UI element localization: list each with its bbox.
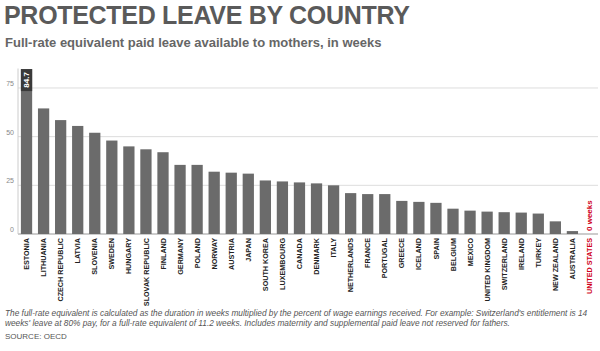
x-tick-label: PORTUGAL (380, 237, 389, 278)
bar (157, 152, 168, 234)
bar (345, 193, 356, 234)
bar (72, 126, 83, 234)
bar (311, 183, 322, 234)
x-tick-label: SLOVENIA (90, 238, 99, 275)
x-tick-label: SLOVAK REPUBLIC (142, 238, 151, 306)
label-box (21, 69, 32, 91)
y-axis-line (18, 69, 19, 235)
x-tick-label: UNITED KINGDOM (483, 238, 492, 302)
bar (516, 213, 527, 234)
x-tick-label: ICELAND (414, 238, 423, 270)
bar (481, 212, 492, 234)
bar (260, 180, 271, 234)
x-tick-label: ITALY (329, 238, 338, 258)
x-tick-label: UNITED STATES (585, 238, 594, 294)
x-tick-label: SWEDEN (107, 238, 116, 270)
x-tick-label: LUXEMBOURG (278, 238, 287, 290)
x-tick-label: MEXICO (466, 238, 475, 267)
y-tick-label: 50 (6, 129, 14, 136)
bar (567, 231, 578, 234)
data-label: 84.7 (22, 72, 31, 88)
bar (328, 185, 339, 234)
bar (430, 203, 441, 234)
source: SOURCE: OECD (5, 332, 67, 341)
bar (55, 120, 66, 234)
bar (226, 173, 237, 234)
x-tick-label: SWITZERLAND (500, 238, 509, 290)
bar (209, 172, 220, 234)
grid-line (18, 185, 598, 186)
grid-line (18, 87, 598, 88)
x-tick-label: AUSTRIA (227, 238, 236, 270)
x-tick-label: DENMARK (312, 237, 321, 275)
x-tick-label: LATVIA (73, 238, 82, 263)
grid-line (18, 234, 598, 235)
x-tick-label: SPAIN (432, 238, 441, 259)
x-tick-label: NEW ZEALAND (551, 238, 560, 291)
bar (396, 201, 407, 234)
bar (89, 133, 100, 234)
grid-line (18, 136, 598, 137)
bars (21, 69, 578, 234)
x-tick-label: JAPAN (244, 238, 253, 262)
bar (140, 149, 151, 234)
bar (106, 141, 117, 234)
bar (550, 221, 561, 234)
bar (174, 165, 185, 234)
x-tick-label: GREECE (397, 238, 406, 269)
bar (38, 108, 49, 234)
bar (21, 69, 32, 234)
y-tick-label: 25 (6, 177, 14, 184)
x-tick-label: POLAND (193, 238, 202, 268)
x-tick-label: BELGIUM (449, 238, 458, 271)
bar (584, 234, 595, 235)
bar (123, 146, 134, 234)
bar (413, 202, 424, 234)
bar (499, 212, 510, 234)
x-tick-label: NORWAY (210, 238, 219, 270)
y-tick-label: 75 (6, 80, 14, 87)
x-tick-label: NETHERLANDS (346, 238, 355, 293)
x-tick-label: SOUTH KOREA (261, 238, 270, 291)
x-tick-label: FRANCE (363, 238, 372, 268)
bar (464, 211, 475, 234)
x-tick-label: AUSTRALIA (568, 238, 577, 280)
x-tick-label: FINLAND (159, 238, 168, 270)
x-tick-label: LITHUANIA (39, 238, 48, 277)
title: PROTECTED LEAVE BY COUNTRY (4, 1, 410, 30)
note: The full-rate equivalent is calculated a… (5, 308, 595, 328)
y-tick-label: 0 (10, 226, 14, 233)
x-tick-label: ESTONIA (22, 238, 31, 270)
bar (191, 165, 202, 234)
bar (294, 182, 305, 234)
x-tick-label: CANADA (295, 238, 304, 269)
bar (243, 174, 254, 234)
x-tick-label: TURKEY (534, 238, 543, 268)
bar (362, 194, 373, 234)
x-tick-label: GERMANY (176, 238, 185, 275)
bar (379, 194, 390, 234)
x-tick-label: IRELAND (517, 238, 526, 270)
bar (277, 181, 288, 234)
x-tick-label: HUNGARY (124, 238, 133, 274)
bar (533, 214, 544, 234)
bar (447, 209, 458, 234)
chart: 0 25 50 75 ESTONIA LITHUANIA CZECH REPUBLIC LAT… (0, 0, 600, 351)
x-tick-label: CZECH REPUBLIC (56, 238, 65, 302)
subtitle: Full-rate equivalent paid leave availabl… (5, 35, 381, 50)
data-label: 0 weeks (585, 200, 594, 231)
